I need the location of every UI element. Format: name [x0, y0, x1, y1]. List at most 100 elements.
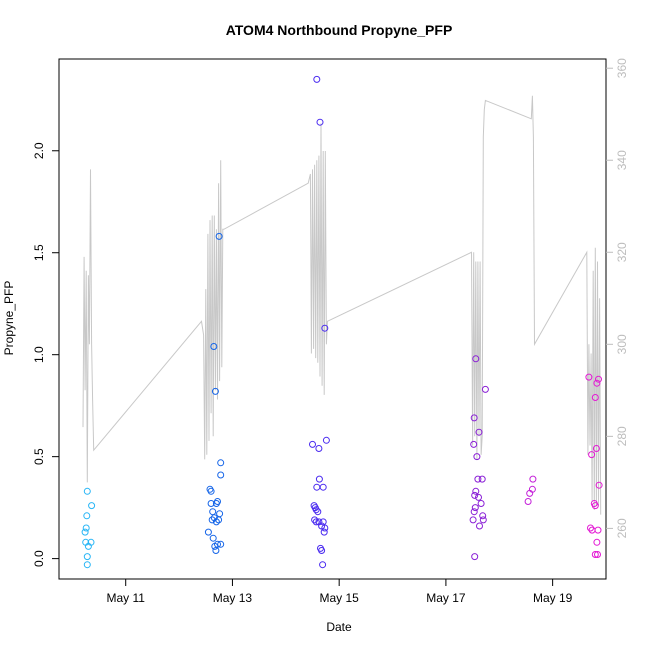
- data-point: [476, 522, 483, 530]
- data-point: [478, 475, 486, 483]
- data-point: [470, 440, 478, 448]
- data-point: [314, 508, 322, 516]
- data-point: [470, 414, 478, 422]
- data-point: [211, 387, 219, 395]
- data-point: [217, 471, 225, 479]
- y-tick-label: 1.5: [32, 244, 46, 261]
- data-point: [322, 436, 330, 444]
- data-point: [88, 502, 96, 510]
- data-point: [215, 232, 223, 240]
- data-point: [207, 487, 215, 495]
- data-point: [312, 518, 320, 526]
- data-point: [320, 528, 328, 536]
- data-point: [474, 475, 482, 483]
- y-tick-label: 2.0: [32, 142, 46, 159]
- y2-axis-altitude: 260 280 300 320 340 360: [606, 58, 629, 538]
- y2-tick-label: 280: [615, 426, 629, 446]
- data-point: [210, 343, 218, 350]
- y-axis-label: Propyne_PFP: [2, 281, 16, 356]
- data-point: [209, 534, 217, 542]
- y2-tick-label: 320: [615, 242, 629, 262]
- data-point: [309, 440, 316, 448]
- data-point: [479, 512, 487, 520]
- data-point: [595, 481, 603, 489]
- data-point: [216, 510, 224, 518]
- data-point: [594, 551, 601, 558]
- y2-tick-label: 260: [615, 518, 629, 538]
- y-axis: 0.0 0.5 1.0 1.5 2.0: [32, 142, 60, 567]
- chart-title: ATOM4 Northbound Propyne_PFP: [226, 22, 453, 38]
- data-point: [479, 516, 487, 524]
- data-point: [469, 516, 477, 524]
- data-point: [207, 500, 215, 507]
- data-point: [215, 516, 223, 524]
- data-point: [212, 518, 220, 526]
- data-point: [319, 483, 327, 491]
- data-point: [588, 451, 596, 459]
- data-point: [591, 502, 599, 510]
- data-point: [83, 487, 91, 495]
- data-point: [313, 75, 321, 83]
- data-point: [83, 553, 91, 561]
- data-point: [475, 428, 483, 436]
- data-point: [87, 538, 95, 546]
- data-point: [593, 379, 601, 387]
- data-point: [313, 483, 321, 491]
- data-point: [214, 498, 221, 505]
- data-point: [212, 547, 220, 554]
- x-tick-label: May 13: [213, 591, 253, 605]
- data-point: [82, 524, 90, 532]
- data-point: [83, 512, 91, 520]
- data-point: [321, 524, 329, 532]
- data-point: [204, 528, 212, 536]
- data-point: [481, 385, 489, 393]
- data-point: [592, 445, 600, 452]
- data-point: [311, 516, 319, 524]
- data-point: [591, 394, 599, 401]
- data-point: [593, 538, 601, 546]
- data-point: [471, 504, 479, 512]
- data-point: [315, 475, 323, 483]
- x-tick-label: May 11: [106, 591, 145, 605]
- y2-tick-label: 360: [615, 58, 629, 78]
- data-point: [312, 506, 320, 514]
- data-point: [475, 493, 482, 501]
- data-point: [471, 553, 479, 561]
- data-point: [529, 475, 537, 483]
- data-point: [473, 453, 481, 461]
- y2-tick-label: 300: [615, 334, 629, 354]
- data-point: [470, 508, 478, 516]
- data-point: [472, 355, 480, 363]
- data-point: [591, 551, 599, 558]
- data-point: [595, 375, 602, 383]
- data-point: [83, 561, 91, 569]
- data-point: [524, 498, 532, 505]
- points-layer: [81, 75, 603, 569]
- y-tick-label: 1.0: [32, 346, 46, 363]
- data-point: [315, 445, 323, 452]
- data-point: [318, 547, 326, 554]
- data-point: [471, 491, 479, 499]
- data-point: [81, 528, 89, 536]
- x-tick-label: May 15: [319, 591, 359, 605]
- data-point: [217, 459, 225, 467]
- data-point: [321, 324, 329, 332]
- y-tick-label: 0.5: [32, 448, 46, 465]
- data-point: [210, 514, 218, 522]
- x-tick-label: May 17: [426, 591, 466, 605]
- altitude-line: [82, 95, 602, 515]
- data-point: [477, 500, 485, 507]
- data-point: [528, 485, 536, 493]
- data-point: [211, 542, 219, 550]
- data-point: [319, 561, 327, 569]
- data-point: [316, 118, 324, 126]
- data-point: [594, 526, 602, 534]
- data-point: [585, 373, 593, 381]
- altitude-line-layer: [82, 95, 602, 515]
- y2-tick-label: 340: [615, 150, 629, 170]
- y-tick-label: 0.0: [32, 550, 46, 567]
- data-point: [209, 508, 217, 516]
- data-point: [217, 540, 225, 548]
- x-axis: May 11 May 13 May 15 May 17 May 19: [106, 578, 573, 605]
